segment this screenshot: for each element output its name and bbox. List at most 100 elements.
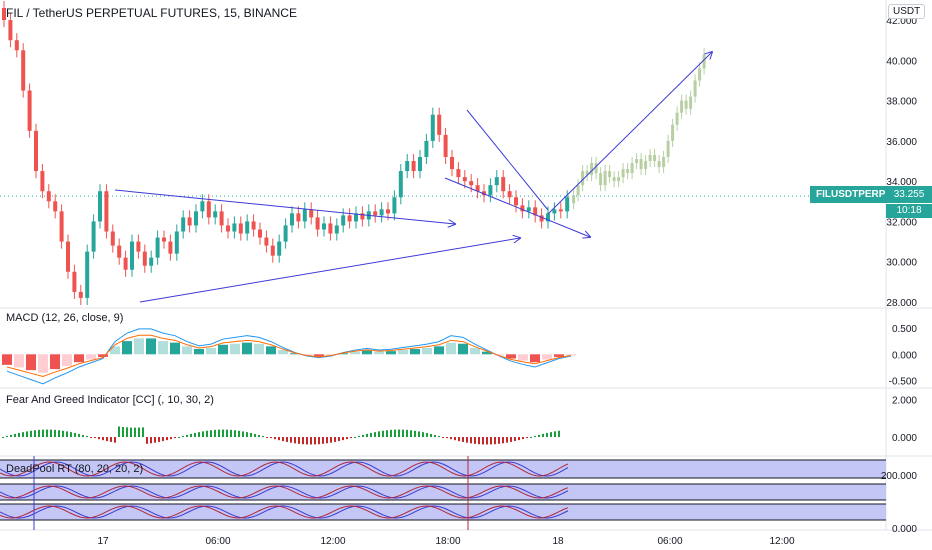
macd-histogram-bar — [206, 347, 216, 355]
macd-histogram-bar — [194, 349, 204, 355]
fear-greed-bar — [462, 437, 464, 442]
fear-greed-bar — [226, 429, 228, 438]
fear-greed-bar — [234, 430, 236, 438]
fear-greed-bar — [466, 437, 468, 443]
fear-greed-bar — [482, 437, 484, 445]
candle-body — [21, 50, 26, 91]
candle-body — [53, 201, 58, 212]
candle-body — [168, 241, 173, 254]
fear-greed-bar — [130, 427, 132, 438]
bar-countdown: 10:18 — [886, 204, 932, 218]
candle-body — [232, 223, 237, 232]
macd-histogram-bar — [62, 354, 72, 366]
fear-greed-label[interactable]: Fear And Greed Indicator [CC] (, 10, 30,… — [6, 394, 214, 406]
macd-histogram-bar — [290, 353, 300, 355]
deadpool-band — [0, 460, 886, 478]
currency-badge[interactable]: USDT — [888, 4, 926, 19]
fear-greed-bar — [270, 437, 272, 439]
fear-greed-bar — [546, 432, 548, 438]
candle-body — [117, 245, 122, 258]
candle-body — [270, 245, 275, 256]
candle-body — [546, 213, 550, 222]
macd-histogram-bar — [14, 354, 24, 368]
fear-greed-bar — [322, 437, 324, 444]
candle-body — [398, 171, 403, 198]
projection-body — [639, 159, 643, 170]
fear-greed-bar — [294, 437, 296, 444]
candle-body — [27, 90, 32, 131]
projection-body — [662, 157, 666, 168]
fear-greed-bar — [94, 437, 96, 439]
signal-line — [6, 334, 572, 378]
candle-body — [392, 197, 397, 214]
fear-greed-bar — [418, 431, 420, 438]
fear-greed-bar — [382, 430, 384, 438]
fear-greed-bar — [190, 433, 192, 438]
macd-histogram-bar — [530, 354, 540, 363]
fear-greed-bar — [138, 427, 140, 438]
fear-greed-bar — [310, 437, 312, 445]
deadpool-tick-label: 200.000 — [881, 471, 918, 482]
fear-greed-tick-label: 0.000 — [892, 433, 917, 444]
macd-label[interactable]: MACD (12, 26, close, 9) — [6, 312, 124, 324]
projection-body — [698, 68, 702, 81]
macd-histogram-bar — [422, 347, 432, 355]
candle-body — [514, 197, 518, 206]
fear-greed-bar — [202, 431, 204, 438]
fear-greed-bar — [354, 436, 356, 438]
fear-greed-bar — [554, 431, 556, 438]
candle-body — [238, 223, 243, 234]
candle-body — [181, 217, 186, 232]
fear-greed-bar — [374, 432, 376, 438]
macd-histogram-bar — [386, 351, 396, 355]
candle-body — [354, 213, 358, 222]
candle-body — [482, 191, 486, 196]
candle-body — [14, 40, 19, 51]
macd-histogram-bar — [482, 351, 492, 355]
candle-body — [206, 201, 211, 218]
fear-greed-bar — [498, 437, 500, 444]
fear-greed-bar — [306, 437, 308, 445]
projection-body — [581, 171, 585, 186]
fear-greed-bar — [250, 433, 252, 438]
candle-body — [418, 157, 422, 172]
candle-body — [213, 211, 218, 218]
deadpool-label[interactable]: DeadPool RT (80, 20, 20, 2) — [6, 463, 144, 475]
candle-body — [283, 225, 288, 242]
candle-body — [526, 207, 531, 212]
candle-body — [565, 197, 570, 212]
price-tick-label: 36.000 — [886, 137, 917, 148]
fear-greed-bar — [26, 431, 28, 438]
fear-greed-bar — [154, 437, 156, 443]
fear-greed-bar — [402, 429, 404, 438]
candle-body — [360, 213, 365, 220]
fear-greed-bar — [442, 437, 444, 439]
trendline — [466, 109, 549, 211]
candle-body — [66, 241, 70, 272]
candle-body — [136, 241, 141, 252]
fear-greed-bar — [458, 437, 460, 442]
macd-histogram-bar — [398, 350, 408, 355]
fear-greed-bar — [394, 429, 396, 438]
fear-greed-bar — [126, 427, 128, 438]
projection-body — [689, 96, 693, 109]
fear-greed-bar — [330, 437, 332, 443]
fear-greed-bar — [342, 437, 344, 441]
candle-body — [149, 257, 154, 266]
deadpool-line-signal — [0, 461, 569, 477]
fear-greed-bar — [278, 437, 280, 441]
fear-greed-bar — [478, 437, 480, 445]
fear-greed-bar — [70, 432, 72, 438]
fear-greed-bar — [2, 437, 4, 439]
fear-greed-bar — [550, 432, 552, 438]
fear-greed-bar — [346, 437, 348, 440]
fear-greed-bar — [410, 430, 412, 438]
macd-histogram-bar — [326, 354, 336, 356]
candle-body — [373, 211, 378, 216]
macd-histogram-bar — [542, 354, 552, 360]
macd-histogram-bar — [374, 351, 384, 355]
candle-body — [341, 215, 346, 226]
price-tick-label: 32.000 — [886, 217, 917, 228]
